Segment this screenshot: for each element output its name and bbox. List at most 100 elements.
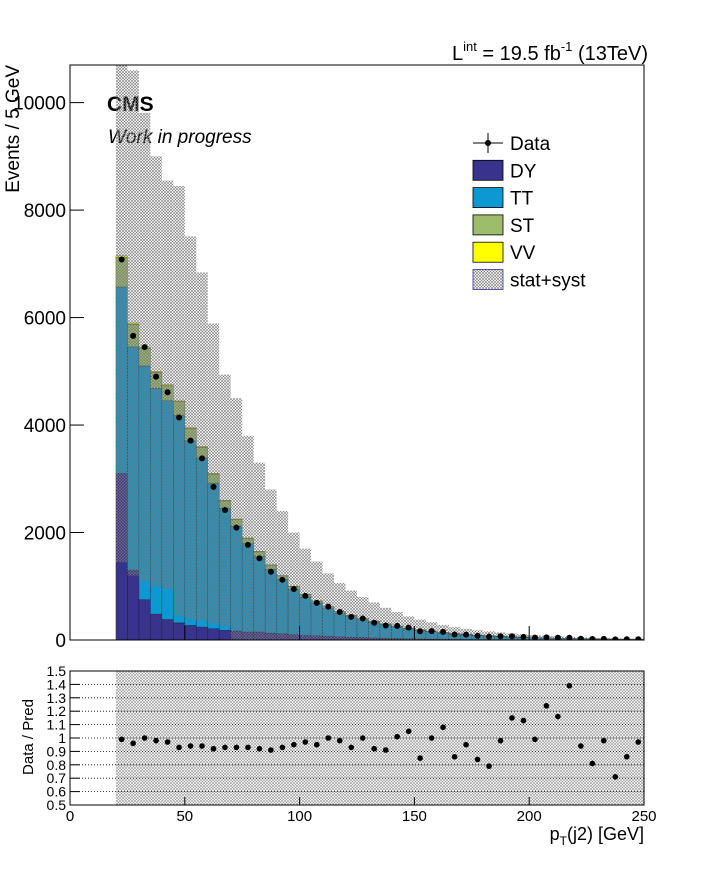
bar-segment (195, 626, 209, 640)
ratio-point (245, 744, 251, 751)
ratio-point (635, 739, 642, 745)
ratio-point (279, 744, 286, 751)
legend-swatch (472, 187, 504, 209)
bar-segment (218, 630, 232, 640)
uncertainty-band (276, 511, 289, 640)
ratio-point (153, 737, 159, 744)
legend-label: Data (510, 134, 551, 155)
lumi-part: (13TeV) (572, 43, 648, 65)
legend-swatch (472, 159, 504, 181)
legend-swatch (472, 214, 504, 236)
data-point (118, 256, 125, 263)
data-point (382, 622, 389, 629)
data-point (279, 576, 286, 583)
lumi-part: -1 (561, 39, 573, 54)
lumi-part: L (452, 43, 463, 65)
ratio-uncertainty-band (299, 671, 312, 805)
y-tick-label: 10000 (13, 94, 66, 115)
data-point (359, 615, 366, 622)
bar-segment (173, 622, 186, 640)
ratio-point (428, 735, 435, 741)
ratio-uncertainty-band (414, 671, 426, 805)
data-point (531, 634, 538, 640)
data-point (428, 628, 435, 635)
ratio-point (417, 755, 423, 761)
data-point (164, 389, 171, 396)
data-point (577, 635, 584, 640)
ratio-point (405, 728, 412, 735)
y-axis-title: Events / 5 GeV (3, 65, 24, 193)
legend-label: DY (510, 161, 537, 182)
data-point (371, 619, 378, 626)
ratio-point (371, 745, 378, 752)
ratio-uncertainty-band (471, 671, 484, 805)
ratio-point (130, 740, 136, 747)
ratio-uncertainty-band (552, 671, 564, 805)
x-tick-label: 250 (631, 808, 656, 825)
ratio-point (118, 736, 125, 743)
data-point (176, 414, 183, 421)
ratio-uncertainty-band (161, 671, 174, 805)
ratio-point (497, 737, 504, 744)
lumi-part: int (463, 39, 477, 54)
data-point (589, 636, 596, 640)
ratio-uncertainty-band (276, 671, 289, 805)
data-point (267, 568, 274, 575)
ratio-point (233, 744, 240, 751)
data-point (244, 541, 251, 548)
ratio-point (210, 745, 217, 752)
uncertainty-band (196, 272, 208, 621)
data-point (486, 633, 493, 640)
ratio-point (256, 745, 263, 752)
data-point (325, 603, 332, 610)
data-point (348, 613, 355, 620)
y-tick-label: 0.9 (47, 743, 67, 759)
ratio-point (555, 713, 561, 720)
x-title-part: T (560, 834, 568, 848)
ratio-point (509, 715, 515, 721)
ratio-uncertainty-band (540, 671, 553, 805)
ratio-point (394, 733, 400, 740)
ratio-point (612, 774, 619, 780)
ratio-uncertainty-band (563, 671, 576, 805)
ratio-y-axis-title: Data / Pred (20, 699, 37, 775)
lumi-part: = 19.5 fb (477, 43, 561, 65)
data-point (623, 636, 630, 640)
ratio-point (601, 737, 607, 744)
ratio-point (463, 741, 469, 748)
uncertainty-band (207, 323, 220, 624)
y-tick-label: 1.2 (47, 703, 67, 719)
bar-segment (138, 599, 151, 640)
uncertainty-band (173, 185, 185, 616)
data-point (635, 636, 642, 640)
bar-segment (184, 625, 197, 640)
ratio-uncertainty-band (173, 671, 185, 805)
data-point (233, 524, 240, 531)
ratio-uncertainty-band (288, 671, 300, 805)
ratio-point (222, 744, 228, 751)
uncertainty-band (127, 70, 139, 576)
ratio-uncertainty-band (207, 671, 220, 805)
ratio-point (589, 760, 596, 767)
ratio-uncertainty-band (632, 671, 644, 805)
y-tick-label: 0.8 (47, 757, 67, 773)
bar-segment (207, 628, 220, 640)
ratio-uncertainty-band (609, 671, 622, 805)
uncertainty-band (230, 398, 243, 640)
bar-segment (127, 569, 140, 640)
x-axis-title: pT(j2) [GeV] (550, 824, 644, 848)
data-point (153, 373, 160, 380)
uncertainty-band (184, 236, 197, 620)
ratio-uncertainty-band (368, 671, 380, 805)
ratio-point (141, 735, 148, 741)
ratio-point (291, 741, 297, 748)
ratio-uncertainty-band (621, 671, 633, 805)
legend-swatch (472, 269, 504, 290)
ratio-frame (69, 670, 645, 806)
ratio-uncertainty-band (230, 671, 243, 805)
data-point (508, 633, 515, 640)
frame (69, 64, 645, 641)
ratio-uncertainty-band (345, 671, 357, 805)
data-point (141, 344, 148, 351)
